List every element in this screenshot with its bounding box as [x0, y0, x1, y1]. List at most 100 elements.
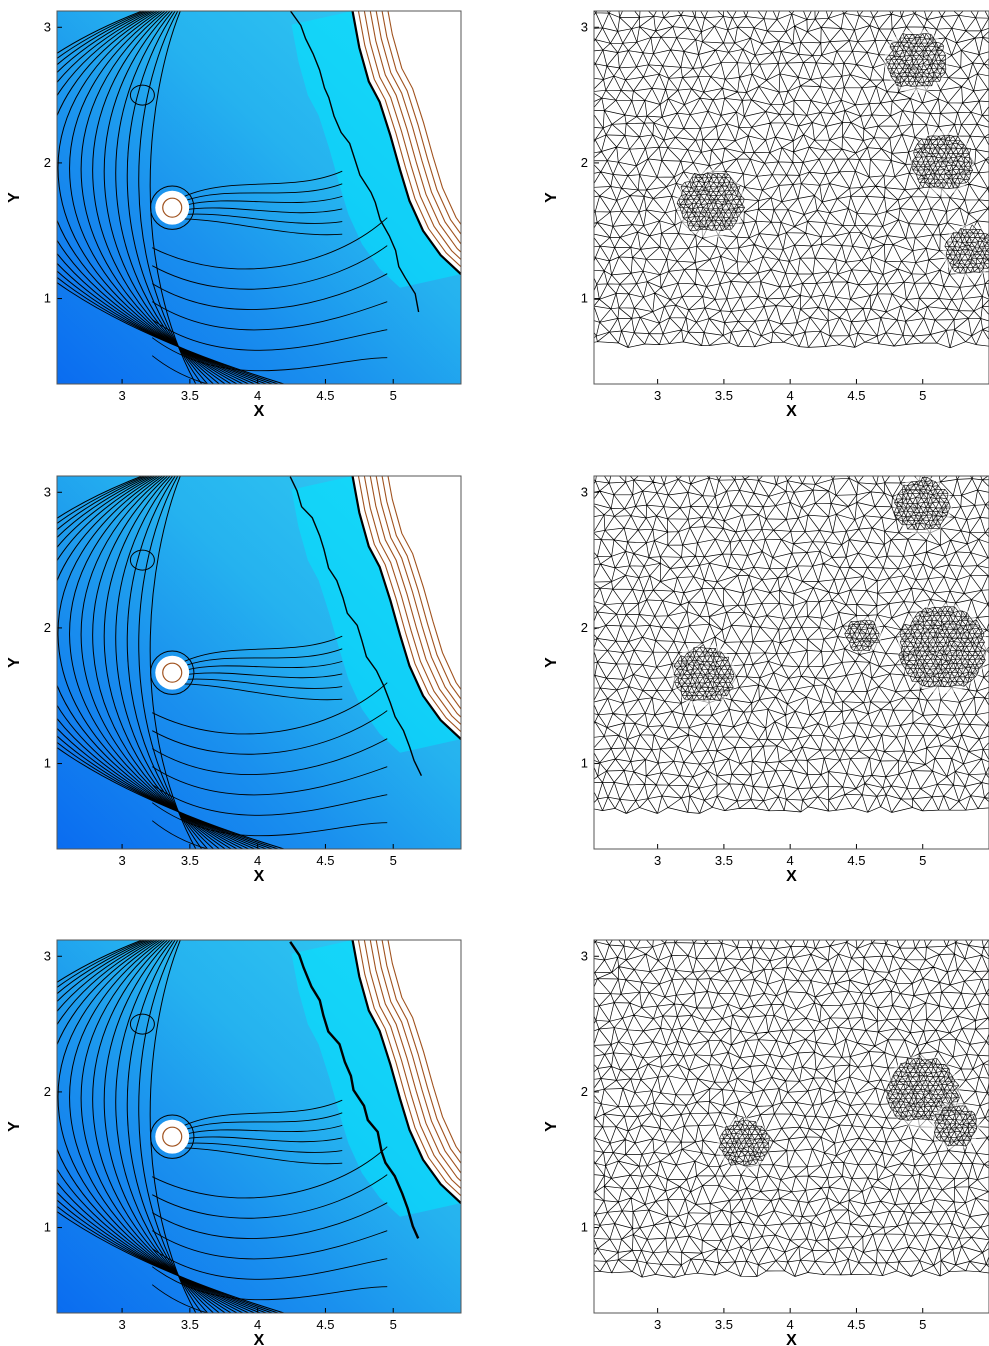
upstream-contour-line	[381, 940, 461, 1165]
contour-line	[152, 1146, 388, 1199]
wake-contour-line	[184, 170, 343, 197]
x-tick-label: 3.5	[715, 853, 733, 868]
wake-contour-line	[184, 183, 343, 202]
upstream-contour-line	[381, 476, 461, 701]
contour-line	[57, 11, 269, 384]
contour-line	[92, 940, 227, 1313]
contour-panel: 3 3.5 4 4.5 5 1 2 3 X Y	[6, 10, 462, 420]
y-tick-label: 3	[44, 484, 51, 499]
contour-line	[57, 11, 251, 384]
contour-line	[151, 820, 378, 849]
contour-panel: 3 3.5 4 4.5 5 1 2 3 X Y	[6, 475, 462, 885]
x-tick-label: 3.5	[181, 853, 199, 868]
wake-contour-line	[184, 207, 343, 214]
upstream-contour-line	[369, 11, 461, 253]
plot-frame	[593, 475, 989, 850]
plot-frame	[56, 939, 462, 1314]
x-tick-label: 5	[919, 853, 926, 868]
upstream-contour-line	[357, 11, 461, 268]
y-tick-label: 2	[581, 620, 588, 635]
upstream-contour-line	[357, 940, 461, 1197]
upstream-region	[352, 476, 461, 849]
x-tick-label: 3.5	[181, 1317, 199, 1332]
mesh-panel: 3 3.5 4 4.5 5 1 2 3 X Y	[543, 10, 989, 420]
y-axis-title: Y	[543, 192, 560, 203]
wake-contour-line	[184, 213, 343, 224]
bubble-contour	[129, 1013, 155, 1035]
contour-line	[57, 476, 269, 849]
refined-mesh-region	[898, 606, 986, 688]
slip-line	[289, 11, 420, 313]
contour-line	[152, 273, 388, 310]
contour-line	[69, 476, 239, 849]
y-tick-label: 3	[581, 948, 588, 963]
post-shock-region	[291, 11, 461, 288]
shock-front	[351, 11, 461, 275]
upstream-contour-line	[357, 476, 461, 733]
y-tick-label: 2	[581, 155, 588, 170]
obstacle-ring	[162, 197, 183, 218]
upstream-contour-line	[387, 11, 461, 226]
obstacle-contour	[150, 1114, 195, 1159]
y-axis-title: Y	[543, 657, 560, 668]
contour-line	[115, 11, 215, 384]
obstacle-ring	[162, 662, 183, 683]
contour-line	[103, 476, 221, 849]
upstream-contour-line	[375, 476, 461, 710]
wake-contour-line	[184, 1124, 343, 1135]
contour-line	[151, 1248, 388, 1280]
contour-line	[151, 1230, 388, 1260]
y-tick-label: 3	[44, 948, 51, 963]
contour-line	[152, 1174, 388, 1219]
wake-contour-line	[184, 635, 343, 662]
contour-line	[57, 940, 281, 1313]
upstream-contour-line	[363, 476, 461, 726]
x-tick-label: 3	[118, 388, 125, 403]
y-axis-title: Y	[6, 1121, 23, 1132]
contour-line	[57, 11, 281, 384]
y-axis-title: Y	[6, 657, 23, 668]
contour-line	[92, 11, 227, 384]
contour-line	[57, 476, 251, 849]
refined-mesh-region	[718, 1117, 770, 1166]
upstream-contour-line	[363, 940, 461, 1190]
contour-line	[57, 940, 269, 1313]
x-tick-label: 3	[118, 1317, 125, 1332]
contour-line	[151, 1284, 378, 1313]
x-tick-label: 3.5	[715, 1317, 733, 1332]
plot-frame	[593, 939, 989, 1314]
contour-line	[152, 245, 388, 290]
y-axis-title: Y	[6, 192, 23, 203]
contour-line	[57, 940, 275, 1313]
slip-line	[289, 941, 420, 1239]
contour-line	[115, 940, 215, 1313]
y-tick-label: 1	[44, 1220, 51, 1235]
x-tick-label: 5	[919, 1317, 926, 1332]
y-tick-label: 2	[44, 620, 51, 635]
refined-mesh-region	[676, 172, 745, 232]
x-tick-label: 5	[390, 388, 397, 403]
x-tick-label: 4.5	[316, 853, 334, 868]
mesh-panel: 3 3.5 4 4.5 5 1 2 3 X Y	[543, 475, 989, 885]
x-axis-title: X	[254, 1332, 265, 1346]
post-shock-region	[291, 940, 461, 1217]
x-axis-title: X	[786, 403, 797, 420]
wake-contour-line	[184, 660, 343, 671]
obstacle	[155, 655, 190, 690]
x-tick-label: 4	[254, 853, 261, 868]
bubble-contour	[129, 84, 155, 106]
wake-contour-line	[184, 648, 343, 667]
shock-front	[351, 476, 461, 740]
y-tick-label: 2	[581, 1084, 588, 1099]
contour-line	[57, 476, 257, 849]
upstream-contour-line	[369, 940, 461, 1182]
x-tick-label: 3	[654, 853, 661, 868]
y-tick-label: 3	[581, 484, 588, 499]
contour-line	[126, 476, 209, 849]
contour-line	[57, 476, 275, 849]
contour-line	[57, 476, 263, 849]
contour-line	[80, 11, 233, 384]
obstacle-contour	[150, 650, 195, 695]
x-tick-label: 4	[787, 1317, 794, 1332]
contour-line	[138, 476, 203, 849]
